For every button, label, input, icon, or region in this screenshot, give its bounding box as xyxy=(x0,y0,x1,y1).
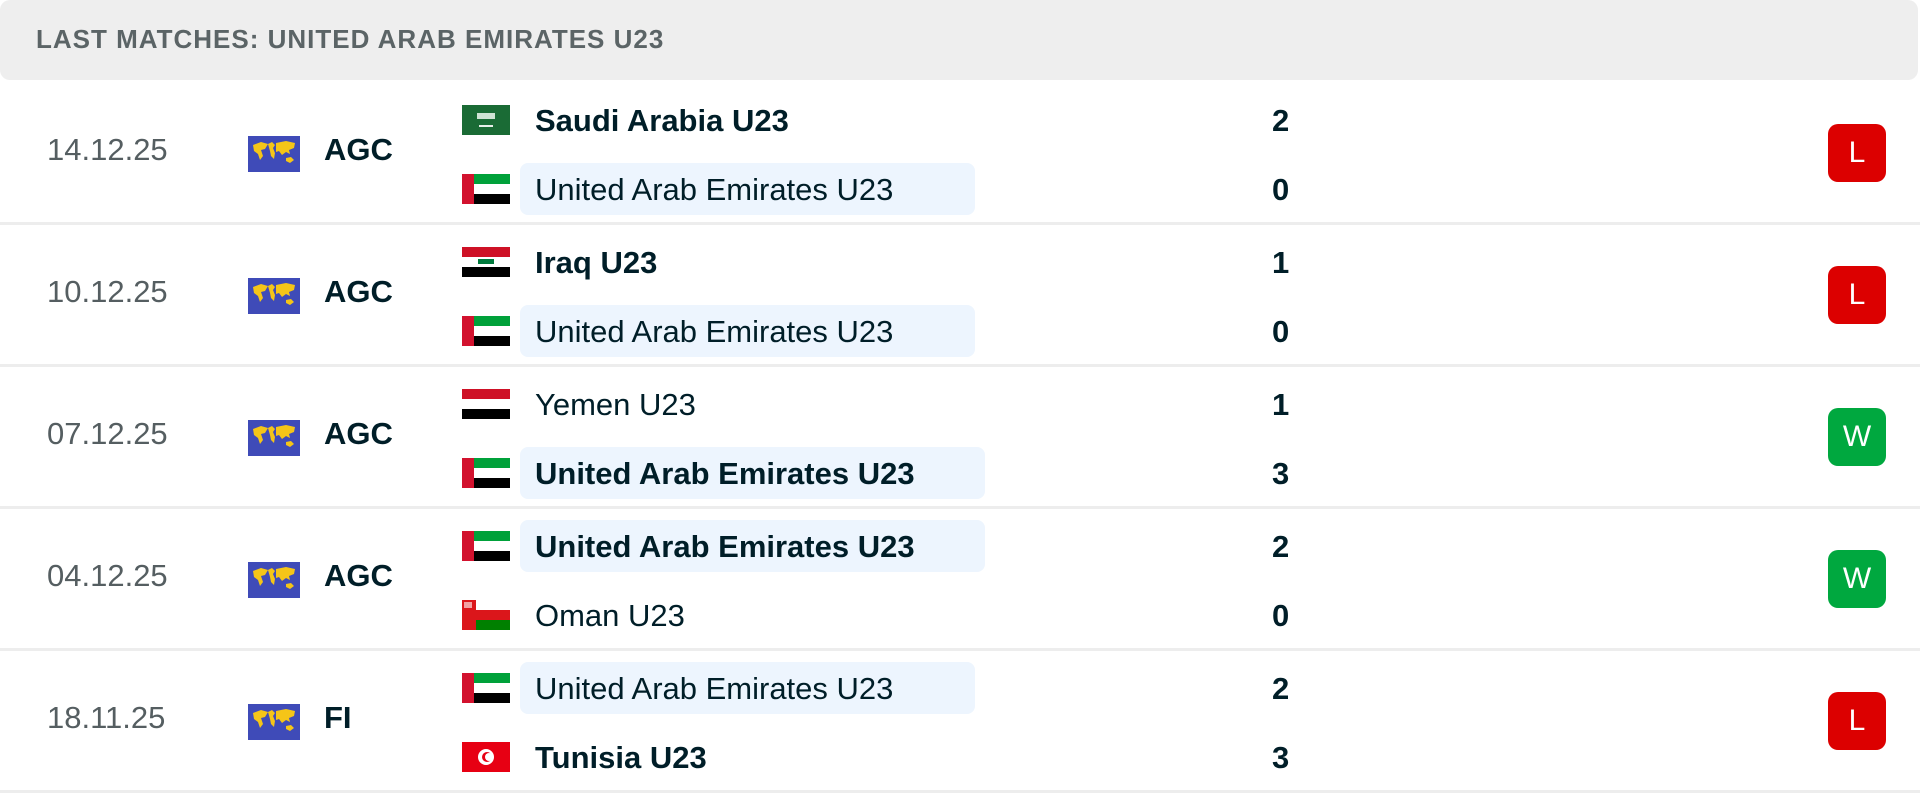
oman-flag-icon xyxy=(462,600,510,630)
world-map-icon xyxy=(248,562,300,598)
match-row[interactable]: 04.12.25 AGC United Arab Emirates U23 2 … xyxy=(0,508,1920,651)
result-badge: L xyxy=(1828,692,1886,750)
home-score: 1 xyxy=(1272,245,1290,280)
competition-label[interactable]: AGC xyxy=(324,416,393,451)
uae-flag-icon xyxy=(462,316,510,346)
world-map-icon xyxy=(248,704,300,740)
result-badge: W xyxy=(1828,550,1886,608)
away-team: United Arab Emirates U23 0 xyxy=(0,163,1300,215)
competition-label[interactable]: FI xyxy=(324,700,352,735)
saudi-arabia-flag-icon xyxy=(462,105,510,135)
home-score: 1 xyxy=(1272,387,1290,422)
match-date: 14.12.25 xyxy=(47,132,168,167)
home-team: Saudi Arabia U23 2 xyxy=(0,94,1300,146)
match-row[interactable]: 18.11.25 FI United Arab Emirates U23 2 T… xyxy=(0,650,1920,793)
home-team: Iraq U23 1 xyxy=(0,236,1300,288)
away-score: 3 xyxy=(1272,456,1290,491)
away-score: 0 xyxy=(1272,598,1290,633)
match-row[interactable]: 10.12.25 AGC Iraq U23 1 United Arab Emir… xyxy=(0,224,1920,367)
home-team-name: Yemen U23 xyxy=(535,387,696,422)
home-team: United Arab Emirates U23 2 xyxy=(0,520,1300,572)
competition-label[interactable]: AGC xyxy=(324,274,393,309)
away-team: United Arab Emirates U23 0 xyxy=(0,305,1300,357)
iraq-flag-icon xyxy=(462,247,510,277)
home-team: United Arab Emirates U23 2 xyxy=(0,662,1300,714)
highlight-pill xyxy=(520,305,975,357)
away-score: 0 xyxy=(1272,314,1290,349)
match-date: 18.11.25 xyxy=(47,700,166,735)
tunisia-flag-icon xyxy=(462,742,510,772)
uae-flag-icon xyxy=(462,673,510,703)
home-team-name: Iraq U23 xyxy=(535,245,658,280)
uae-flag-icon xyxy=(462,174,510,204)
home-score: 2 xyxy=(1272,103,1290,138)
away-score: 3 xyxy=(1272,740,1290,775)
uae-flag-icon xyxy=(462,458,510,488)
result-badge: W xyxy=(1828,408,1886,466)
competition-label[interactable]: AGC xyxy=(324,132,393,167)
away-team-name: United Arab Emirates U23 xyxy=(535,172,894,207)
section-title: LAST MATCHES: UNITED ARAB EMIRATES U23 xyxy=(36,24,665,54)
match-row[interactable]: 07.12.25 AGC Yemen U23 1 United Arab Emi… xyxy=(0,366,1920,509)
world-map-icon xyxy=(248,136,300,172)
result-badge: L xyxy=(1828,266,1886,324)
away-team-name: Oman U23 xyxy=(535,598,685,633)
highlight-pill xyxy=(520,662,975,714)
away-team: Tunisia U23 3 xyxy=(0,731,1300,783)
match-date: 10.12.25 xyxy=(47,274,168,309)
home-team-name: United Arab Emirates U23 xyxy=(535,671,894,706)
uae-flag-icon xyxy=(462,531,510,561)
home-team-name: Saudi Arabia U23 xyxy=(535,103,789,138)
away-team: Oman U23 0 xyxy=(0,589,1300,641)
home-team-name: United Arab Emirates U23 xyxy=(535,529,915,564)
home-score: 2 xyxy=(1272,529,1290,564)
away-team: United Arab Emirates U23 3 xyxy=(0,447,1300,499)
match-date: 04.12.25 xyxy=(47,558,168,593)
highlight-pill xyxy=(520,163,975,215)
away-score: 0 xyxy=(1272,172,1290,207)
match-row[interactable]: 14.12.25 AGC Saudi Arabia U23 2 United A… xyxy=(0,82,1920,225)
away-team-name: Tunisia U23 xyxy=(535,740,707,775)
away-team-name: United Arab Emirates U23 xyxy=(535,456,915,491)
section-header: LAST MATCHES: UNITED ARAB EMIRATES U23 xyxy=(0,0,1918,80)
world-map-icon xyxy=(248,420,300,456)
highlight-pill xyxy=(520,447,985,499)
highlight-pill xyxy=(520,520,985,572)
yemen-flag-icon xyxy=(462,389,510,419)
match-date: 07.12.25 xyxy=(47,416,168,451)
away-team-name: United Arab Emirates U23 xyxy=(535,314,894,349)
home-team: Yemen U23 1 xyxy=(0,378,1300,430)
result-badge: L xyxy=(1828,124,1886,182)
competition-label[interactable]: AGC xyxy=(324,558,393,593)
home-score: 2 xyxy=(1272,671,1290,706)
world-map-icon xyxy=(248,278,300,314)
